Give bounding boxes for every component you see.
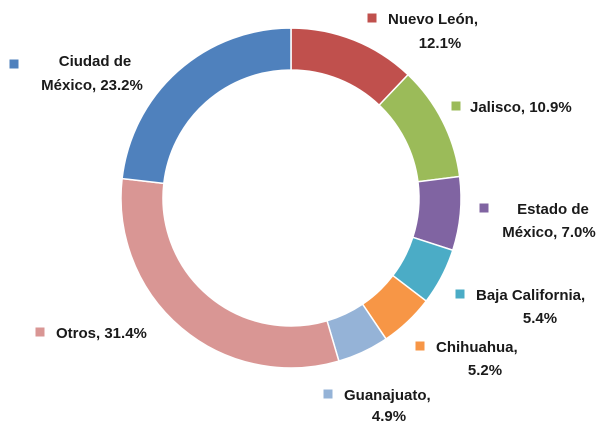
data-label: 5.2%: [468, 362, 502, 379]
data-label: Baja California,: [476, 287, 585, 304]
data-label: Jalisco, 10.9%: [470, 99, 572, 116]
data-label: Nuevo León,: [388, 11, 478, 28]
label-marker: [366, 12, 378, 24]
label-marker: [414, 340, 426, 352]
donut-segment: [121, 27, 292, 185]
data-label: Otros, 31.4%: [56, 325, 147, 342]
data-label: Guanajuato,: [344, 387, 431, 404]
label-marker: [450, 100, 462, 112]
label-marker: [322, 388, 334, 400]
label-marker: [8, 58, 20, 70]
data-label: Estado de: [517, 201, 589, 218]
data-label: México, 7.0%: [502, 224, 595, 241]
data-label: 12.1%: [419, 35, 462, 52]
data-label: México, 23.2%: [41, 77, 143, 94]
label-marker: [34, 326, 46, 338]
label-marker: [478, 202, 490, 214]
data-label: 4.9%: [372, 408, 406, 423]
data-label: Chihuahua,: [436, 339, 518, 356]
data-label: Ciudad de: [59, 53, 132, 70]
data-label: 5.4%: [523, 310, 557, 327]
donut-segment: [120, 177, 340, 369]
label-marker: [454, 288, 466, 300]
